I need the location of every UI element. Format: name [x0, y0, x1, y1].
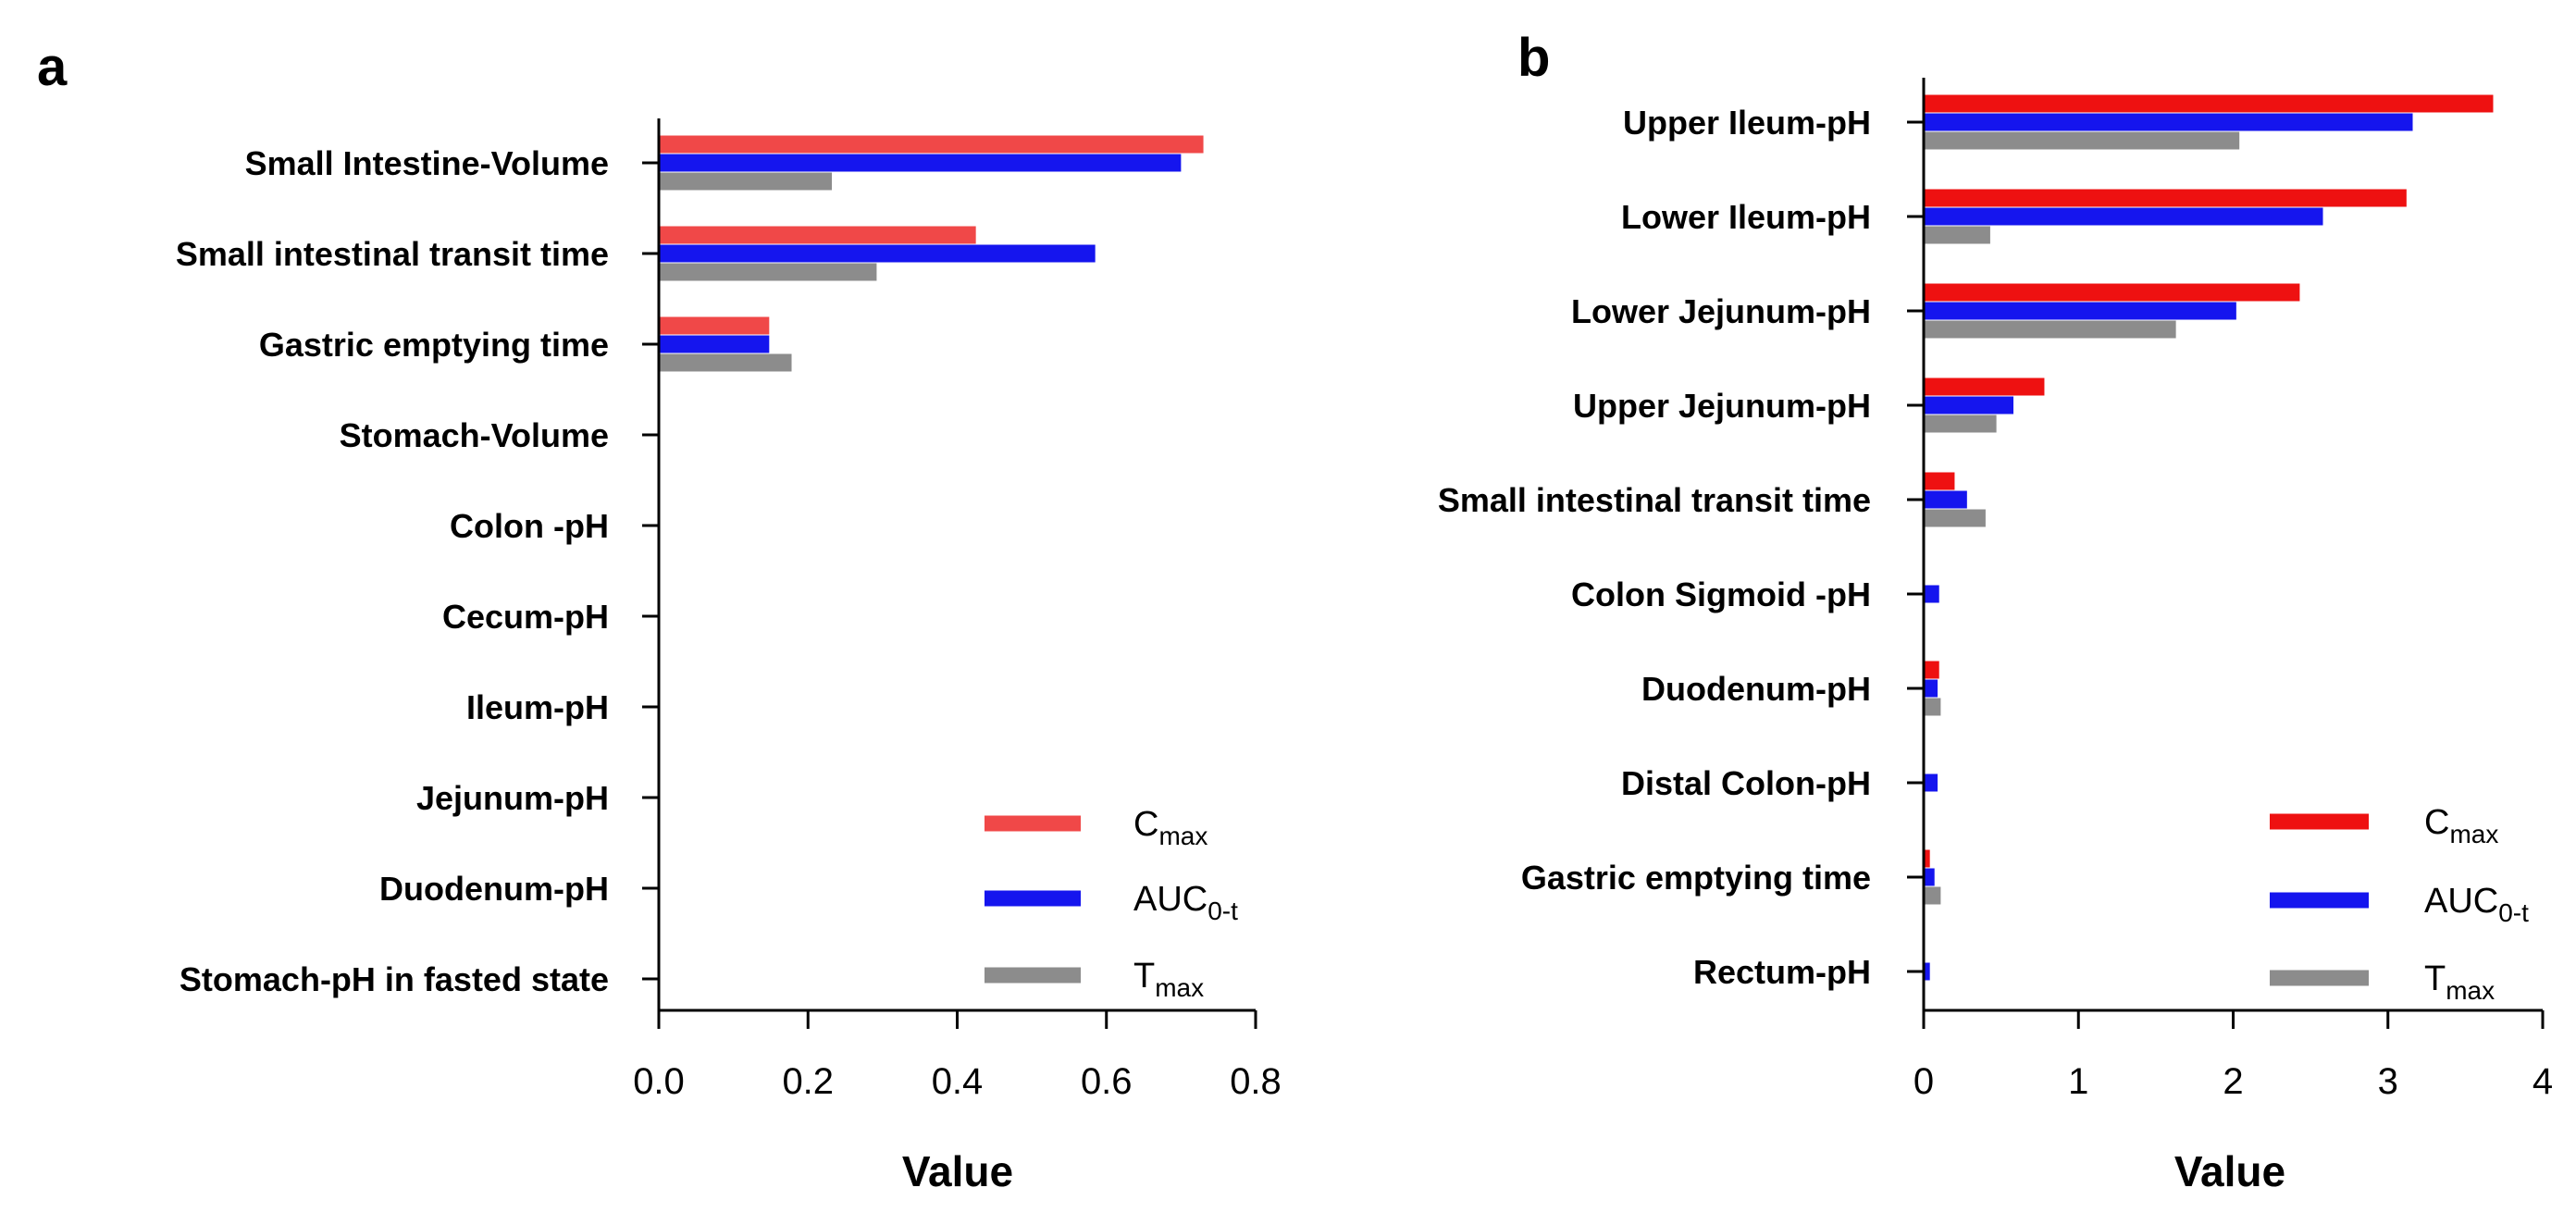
- panel-a-legend-label: AUC0-t: [1133, 880, 1238, 925]
- panel-a-category-label: Small intestinal transit time: [176, 235, 609, 273]
- panel-b-bar-tmax: [1925, 226, 1990, 244]
- panel-a-legend-label: Tmax: [1133, 957, 1204, 1002]
- panel-b-category-label: Gastric emptying time: [1521, 859, 1871, 897]
- panel-a-category-label: Jejunum-pH: [416, 779, 609, 817]
- panel-b-bar-cmax: [1925, 377, 2045, 396]
- panel-a-bar-cmax: [660, 316, 770, 335]
- panel-a-category-label: Gastric emptying time: [259, 326, 609, 364]
- panel-b-x-axis-title: Value: [2174, 1147, 2285, 1195]
- panel-b-bar-cmax: [1925, 472, 1955, 490]
- panel-b-category-label: Lower Ileum-pH: [1621, 198, 1871, 236]
- panel-a-legend: Cmax AUC0-t Tmax: [985, 805, 1238, 1002]
- panel-b-category-label: Small intestinal transit time: [1438, 481, 1871, 519]
- panel-a: a Small Intestine-Volume Small intestinal…: [37, 37, 1282, 1195]
- panel-b-bar-auc0-t: [1925, 113, 2413, 131]
- panel-b-bar-auc0-t: [1925, 396, 2014, 415]
- panel-b-bar-cmax: [1925, 94, 2494, 113]
- panel-a-category-label: Small Intestine-Volume: [245, 144, 609, 182]
- panel-b-category-label: Distal Colon-pH: [1621, 764, 1871, 802]
- panel-a-category-label: Colon -pH: [450, 507, 609, 545]
- panel-b-legend-label: Tmax: [2424, 959, 2495, 1005]
- panel-a-bar-tmax: [660, 172, 833, 191]
- panel-b: b Upper Ileum-pH Lower Ileum-pH Lower Jeju…: [1438, 28, 2553, 1195]
- panel-a-x-tick-label: 0.6: [1081, 1061, 1133, 1102]
- panel-b-legend-label: AUC0-t: [2424, 882, 2529, 927]
- panel-b-bar-tmax: [1925, 886, 1941, 905]
- panel-b-bar-auc0-t: [1925, 679, 1938, 698]
- panel-b-bar-tmax: [1925, 698, 1941, 716]
- panel-a-bar-cmax: [660, 135, 1204, 154]
- panel-a-bar-tmax: [660, 263, 877, 281]
- panel-a-category-label: Cecum-pH: [442, 598, 609, 636]
- panel-a-bar-tmax: [660, 353, 792, 372]
- panel-b-legend-label: Cmax: [2424, 803, 2498, 848]
- panel-b-bar-cmax: [1925, 849, 1930, 868]
- panel-b-bar-auc0-t: [1925, 868, 1935, 886]
- panel-b-category-label: Upper Ileum-pH: [1623, 104, 1871, 142]
- panel-b-category-label: Colon Sigmoid -pH: [1571, 575, 1871, 613]
- panel-a-bar-auc0-t: [660, 244, 1096, 263]
- panel-a-category-label: Stomach-Volume: [340, 416, 609, 454]
- panel-b-x-tick-label: 1: [2068, 1061, 2088, 1102]
- panel-b-bar-cmax: [1925, 189, 2407, 207]
- panel-a-category-label: Duodenum-pH: [379, 870, 609, 908]
- panel-b-x-tick-label: 4: [2533, 1061, 2553, 1102]
- panel-b-category-label: Upper Jejunum-pH: [1573, 387, 1871, 425]
- panel-b-bar-auc0-t: [1925, 962, 1930, 981]
- panel-a-bar-auc0-t: [660, 154, 1182, 172]
- panel-b-category-label: Lower Jejunum-pH: [1571, 292, 1871, 330]
- panel-a-legend-label: Cmax: [1133, 805, 1208, 850]
- panel-b-bar-auc0-t: [1925, 585, 1939, 603]
- panel-b-bar-auc0-t: [1925, 207, 2323, 226]
- panel-a-x-tick-label: 0.8: [1230, 1061, 1282, 1102]
- panel-a-x-tick-label: 0.4: [932, 1061, 984, 1102]
- panel-b-bar-auc0-t: [1925, 302, 2236, 320]
- panel-b-category-label: Rectum-pH: [1693, 953, 1871, 991]
- panel-b-bar-tmax: [1925, 131, 2240, 150]
- panel-b-bar-tmax: [1925, 415, 1997, 433]
- panel-a-x-tick-label: 0.2: [782, 1061, 834, 1102]
- panel-a-category-label: Stomach-pH in fasted state: [180, 960, 609, 998]
- panel-b-x-tick-label: 3: [2378, 1061, 2398, 1102]
- panel-b-bar-tmax: [1925, 320, 2176, 339]
- panel-a-letter: a: [37, 37, 68, 97]
- panel-b-bar-auc0-t: [1925, 773, 1938, 792]
- panel-b-bar-cmax: [1925, 283, 2300, 302]
- panel-a-x-tick-label: 0.0: [633, 1061, 685, 1102]
- panel-a-category-label: Ileum-pH: [466, 688, 609, 726]
- panel-b-x-tick-label: 2: [2223, 1061, 2243, 1102]
- panel-b-legend: Cmax AUC0-t Tmax: [2270, 803, 2529, 1005]
- panel-b-bar-cmax: [1925, 661, 1939, 679]
- panel-b-bar-tmax: [1925, 509, 1986, 527]
- panel-a-bar-auc0-t: [660, 335, 770, 353]
- panel-b-letter: b: [1517, 28, 1550, 88]
- panel-a-bar-cmax: [660, 226, 976, 244]
- panel-b-category-label: Duodenum-pH: [1641, 670, 1871, 708]
- panel-b-bar-auc0-t: [1925, 490, 1967, 509]
- panel-b-x-tick-label: 0: [1913, 1061, 1934, 1102]
- panel-a-x-axis-title: Value: [902, 1147, 1013, 1195]
